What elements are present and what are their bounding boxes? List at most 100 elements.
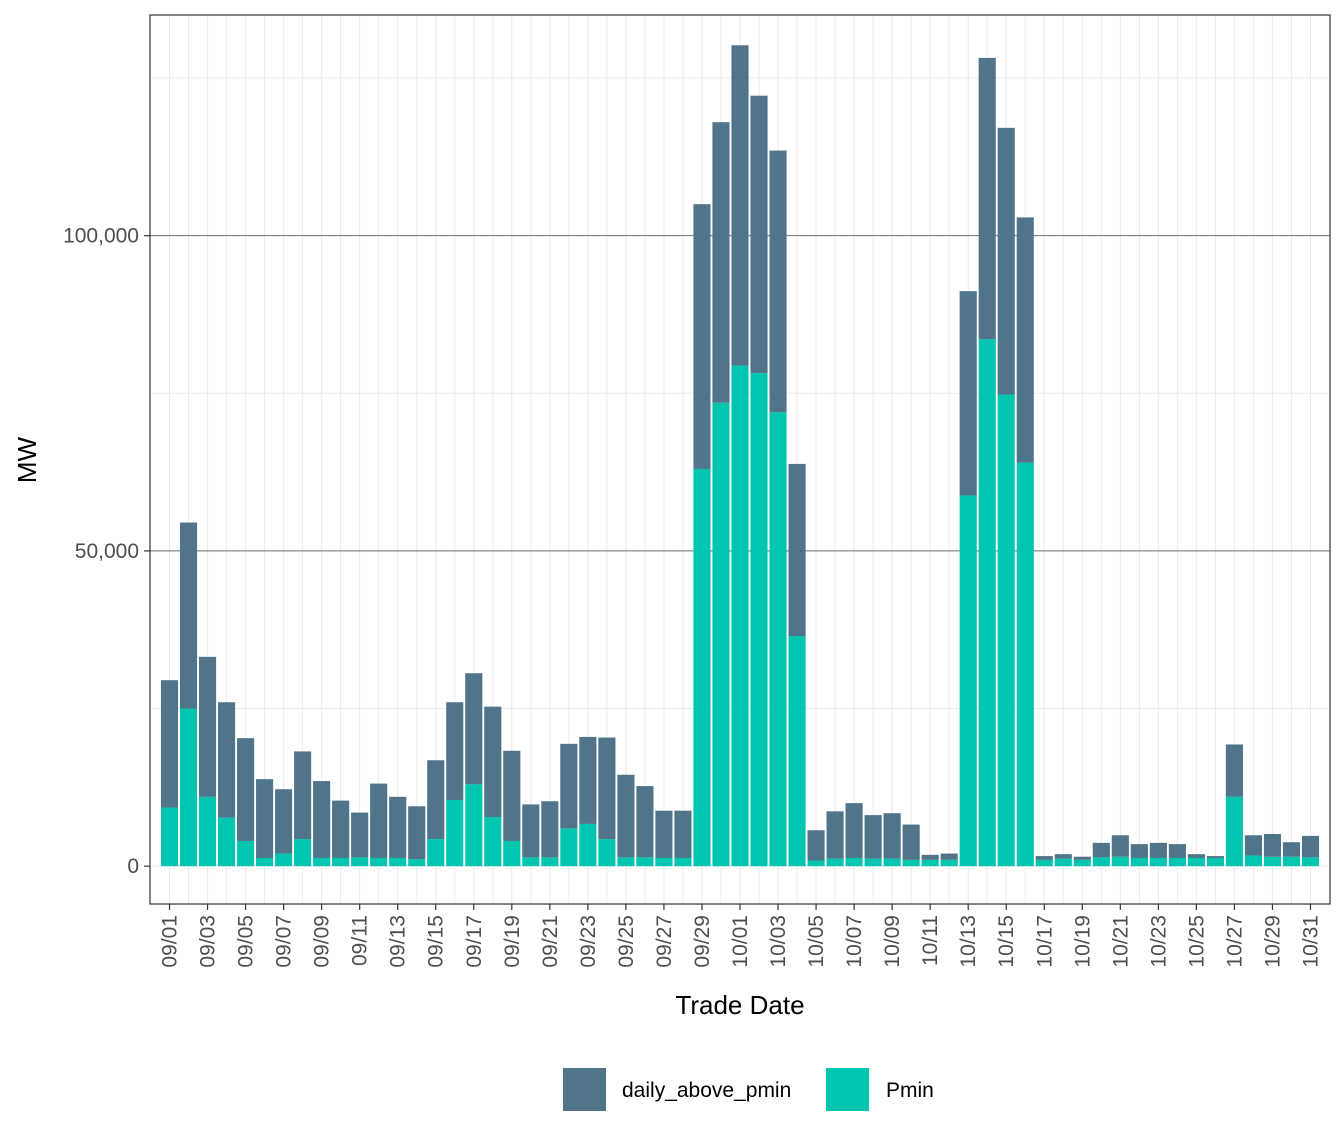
bar-daily-above-pmin-10-26 xyxy=(1206,856,1224,858)
bar-daily-above-pmin-09-15 xyxy=(427,760,445,840)
bar-daily-above-pmin-09-21 xyxy=(541,801,559,858)
bar-daily-above-pmin-10-30 xyxy=(1282,842,1301,857)
bar-daily-above-pmin-09-16 xyxy=(446,702,464,800)
x-tick-label: 10/05 xyxy=(805,915,828,968)
bar-pmin-10-10 xyxy=(902,859,920,867)
bar-pmin-10-16 xyxy=(1016,462,1034,867)
x-tick-label: 10/13 xyxy=(957,915,980,968)
legend-label-daily-above-pmin: daily_above_pmin xyxy=(622,1079,791,1102)
bar-pmin-09-28 xyxy=(674,857,692,867)
y-tick-label: 50,000 xyxy=(75,540,139,563)
bar-pmin-10-18 xyxy=(1054,858,1072,867)
x-tick-label: 09/11 xyxy=(349,915,372,966)
bar-pmin-10-20 xyxy=(1092,857,1110,867)
bar-pmin-09-05 xyxy=(237,840,255,867)
bar-pmin-09-24 xyxy=(598,839,616,867)
bar-daily-above-pmin-09-22 xyxy=(560,743,578,829)
bar-daily-above-pmin-09-19 xyxy=(503,750,521,841)
bar-pmin-10-08 xyxy=(864,858,882,867)
bar-daily-above-pmin-09-09 xyxy=(313,781,331,858)
bar-daily-above-pmin-10-23 xyxy=(1149,842,1167,858)
bar-pmin-09-21 xyxy=(541,857,559,867)
x-tick-label: 10/03 xyxy=(767,915,790,968)
x-tick-label: 09/15 xyxy=(425,915,448,968)
x-tick-label: 09/09 xyxy=(311,915,334,968)
bar-pmin-10-24 xyxy=(1168,857,1186,867)
bar-daily-above-pmin-10-14 xyxy=(978,57,996,340)
bar-pmin-09-29 xyxy=(693,468,711,867)
bar-daily-above-pmin-09-10 xyxy=(332,800,350,858)
x-tick-label: 10/29 xyxy=(1261,915,1284,968)
bar-daily-above-pmin-09-20 xyxy=(522,804,540,858)
bar-daily-above-pmin-10-13 xyxy=(959,291,977,496)
legend: daily_above_pmin Pmin xyxy=(563,1068,934,1111)
bar-daily-above-pmin-10-24 xyxy=(1168,844,1186,858)
bar-pmin-09-11 xyxy=(351,857,369,867)
bar-daily-above-pmin-09-08 xyxy=(294,751,312,840)
bar-daily-above-pmin-10-09 xyxy=(883,813,901,859)
x-tick-label: 09/13 xyxy=(387,915,410,968)
bar-daily-above-pmin-10-08 xyxy=(864,815,882,859)
bar-pmin-10-26 xyxy=(1206,857,1224,867)
bar-pmin-09-17 xyxy=(465,784,483,867)
bar-daily-above-pmin-10-21 xyxy=(1111,835,1129,857)
x-tick-label: 10/21 xyxy=(1109,915,1132,968)
bar-pmin-10-22 xyxy=(1130,857,1148,867)
bar-pmin-09-08 xyxy=(294,839,312,867)
bar-pmin-09-18 xyxy=(484,816,502,867)
bar-pmin-10-30 xyxy=(1282,856,1301,867)
legend-label-pmin: Pmin xyxy=(886,1079,934,1102)
bar-daily-above-pmin-09-29 xyxy=(693,204,711,469)
bar-pmin-10-09 xyxy=(883,858,901,867)
bar-pmin-10-28 xyxy=(1244,855,1262,867)
bar-pmin-09-26 xyxy=(636,857,654,867)
x-axis-title: Trade Date xyxy=(675,990,804,1020)
bar-daily-above-pmin-10-25 xyxy=(1187,854,1205,858)
bar-daily-above-pmin-10-29 xyxy=(1263,834,1282,857)
bar-daily-above-pmin-10-18 xyxy=(1054,854,1072,859)
x-tick-label: 09/17 xyxy=(463,915,486,968)
bar-pmin-09-13 xyxy=(389,857,407,867)
bar-pmin-09-14 xyxy=(408,859,426,867)
bar-pmin-09-06 xyxy=(256,857,274,867)
bar-daily-above-pmin-10-31 xyxy=(1301,835,1320,858)
bar-daily-above-pmin-10-11 xyxy=(921,854,939,860)
bar-pmin-10-06 xyxy=(826,858,844,867)
bar-daily-above-pmin-09-18 xyxy=(484,706,502,817)
bar-pmin-10-04 xyxy=(788,636,806,867)
bar-daily-above-pmin-10-01 xyxy=(731,45,749,366)
x-tick-label: 09/03 xyxy=(197,915,220,968)
y-tick-label: 0 xyxy=(127,855,139,878)
bar-pmin-10-07 xyxy=(845,857,863,867)
bar-daily-above-pmin-10-28 xyxy=(1244,835,1262,856)
bar-pmin-09-30 xyxy=(712,402,730,867)
axis-layer: 0 50,000 100,000 09/01 09/03 09/05 09/07 09/09 0… xyxy=(63,225,1322,968)
x-tick-label: 09/19 xyxy=(501,915,524,968)
bar-pmin-10-21 xyxy=(1111,856,1129,867)
bar-daily-above-pmin-09-06 xyxy=(256,779,274,858)
bar-daily-above-pmin-10-15 xyxy=(997,127,1015,395)
bar-pmin-10-01 xyxy=(731,365,749,867)
bar-daily-above-pmin-10-20 xyxy=(1092,842,1110,858)
bar-pmin-09-22 xyxy=(560,828,578,867)
bar-pmin-10-27 xyxy=(1225,796,1243,867)
bar-pmin-09-20 xyxy=(522,857,540,867)
x-tick-label: 09/07 xyxy=(273,915,296,968)
bar-daily-above-pmin-09-11 xyxy=(351,812,369,858)
bar-pmin-09-16 xyxy=(446,799,464,867)
x-tick-label: 10/17 xyxy=(1033,915,1056,968)
bar-daily-above-pmin-10-19 xyxy=(1073,856,1091,860)
bar-pmin-10-29 xyxy=(1263,856,1282,867)
x-tick-label: 10/07 xyxy=(843,915,866,968)
x-tick-label: 10/11 xyxy=(919,915,942,966)
x-tick-label: 09/29 xyxy=(691,915,714,968)
bar-pmin-10-05 xyxy=(807,860,825,867)
bar-pmin-09-23 xyxy=(579,823,597,867)
bar-daily-above-pmin-10-05 xyxy=(807,830,825,861)
x-tick-label: 09/25 xyxy=(615,915,638,968)
x-tick-label: 10/23 xyxy=(1147,915,1170,968)
bar-daily-above-pmin-09-07 xyxy=(275,789,293,854)
bar-pmin-09-04 xyxy=(218,817,236,867)
